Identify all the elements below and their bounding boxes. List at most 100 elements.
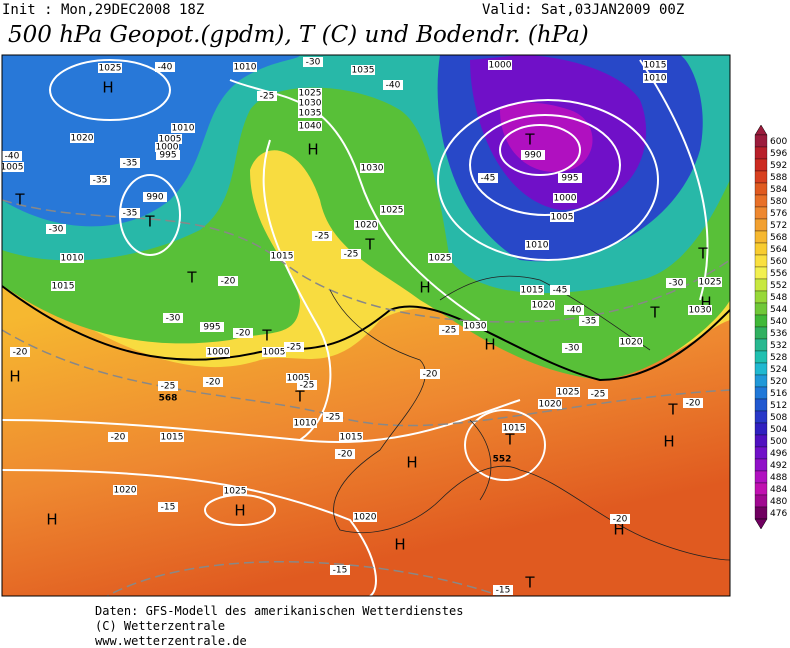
isobar-label-bg [428,253,452,263]
height-contour-label: 568 [159,394,178,404]
isobar-label-bg [339,432,363,442]
isobar-label: 1000 [156,143,179,153]
isotherm-label: -35 [93,176,108,186]
isotherm-label: -15 [496,586,511,596]
pressure-center: T [261,327,272,345]
isotherm-label-bg [439,325,459,335]
pressure-center: H [613,521,624,539]
colorbar-swatch [754,458,768,472]
isotherm-label: -25 [287,343,302,353]
colorbar-swatch [754,362,768,376]
colorbar-label: 540 [770,317,787,327]
pressure-center: H [419,279,430,297]
isotherm-label-bg [493,585,513,595]
colorbar-label: 488 [770,473,787,483]
isobar-label: 1005 [263,348,286,358]
colorbar-label: 528 [770,353,787,363]
isobar-label-bg [171,123,195,133]
colorbar-swatch [754,470,768,484]
isotherm-label-bg [323,412,343,422]
isobar-label: 995 [561,174,578,184]
isobar-label-bg [360,163,384,173]
colorbar-swatch [754,434,768,448]
isobar-label: 1015 [271,252,294,262]
isobar-label: 1020 [532,301,555,311]
isobar-label-bg [143,192,167,202]
colorbar-label: 512 [770,401,787,411]
colorbar-label: 520 [770,377,787,387]
colorbar-swatch [754,302,768,316]
coastlines [329,275,730,561]
isotherm-label: -25 [591,390,606,400]
colorbar-swatch [754,386,768,400]
isobar-label-bg [2,162,24,172]
isobar-label-bg [286,373,310,383]
isobar-label-bg [233,62,257,72]
isobar-label: 995 [203,323,220,333]
isotherm-label-bg [218,276,238,286]
colorbar-label: 592 [770,161,787,171]
isotherm-label-bg [257,91,277,101]
isobar-label: 1015 [503,424,526,434]
colorbar-label: 504 [770,425,787,435]
isobar-label: 1010 [172,124,195,134]
isobar-label: 1005 [287,374,310,384]
isobar-label-bg [521,150,545,160]
colorbar-swatch [754,290,768,304]
colorbar-label: 564 [770,245,787,255]
pressure-center: H [102,79,113,97]
isotherm-label-bg [478,173,498,183]
isobar-label-bg [353,512,377,522]
isotherm-label-bg [579,316,599,326]
isobar-label-bg [293,418,317,428]
isotherm-label: -20 [338,450,353,460]
isobar-label: 1020 [71,134,94,144]
isotherm-label: -20 [686,399,701,409]
isobar-label-bg [298,121,322,131]
colorbar-swatch [754,350,768,364]
isobar-label: 1030 [361,164,384,174]
colorbar-label: 484 [770,485,787,495]
pressure-center: H [46,511,57,529]
pressure-center: H [663,433,674,451]
isobar-label-bg [51,281,75,291]
colorbar-label: 596 [770,149,787,159]
isobar-label: 1000 [489,61,512,71]
isobar-label-bg [200,322,224,332]
isotherm-label-bg [303,57,323,67]
isobar-label-bg [556,387,580,397]
init-time: Init : Mon,29DEC2008 18Z [2,2,204,18]
isobar-label: 1035 [352,66,375,76]
colorbar-swatch [754,326,768,340]
pressure-center: H [9,368,20,386]
isotherm-label: -35 [123,159,138,169]
isobar-label: 1010 [61,254,84,264]
isobar-label: 990 [146,193,163,203]
colorbar-swatch [754,242,768,256]
isobar-label-bg [553,193,577,203]
isobar-label: 1025 [99,64,122,74]
pressure-center: T [649,304,660,322]
pressure-center: T [144,213,155,231]
isotherm-label-bg [666,278,686,288]
isotherm-label-bg [683,398,703,408]
isobar-label: 1025 [299,89,322,99]
colorbar-label: 476 [770,509,787,519]
isobar-label: 1020 [620,338,643,348]
colorbar-cap-bottom [754,518,768,530]
colorbar-cap-top [754,124,768,136]
isobar-label-bg [550,212,574,222]
footer-source: Daten: GFS-Modell des amerikanischen Wet… [95,604,463,618]
isobar-label: 1040 [299,122,322,132]
pressure-center: T [524,131,535,149]
colorbar-swatch [754,338,768,352]
isotherm-label: -20 [236,329,251,339]
isobar-label-bg [698,277,722,287]
colorbar-swatch [754,446,768,460]
isotherm-label: -15 [161,503,176,513]
isotherm-label: -45 [481,174,496,184]
isobar-label-bg [525,240,549,250]
isotherm-label-bg [90,175,110,185]
isotherm-label-bg [341,249,361,259]
